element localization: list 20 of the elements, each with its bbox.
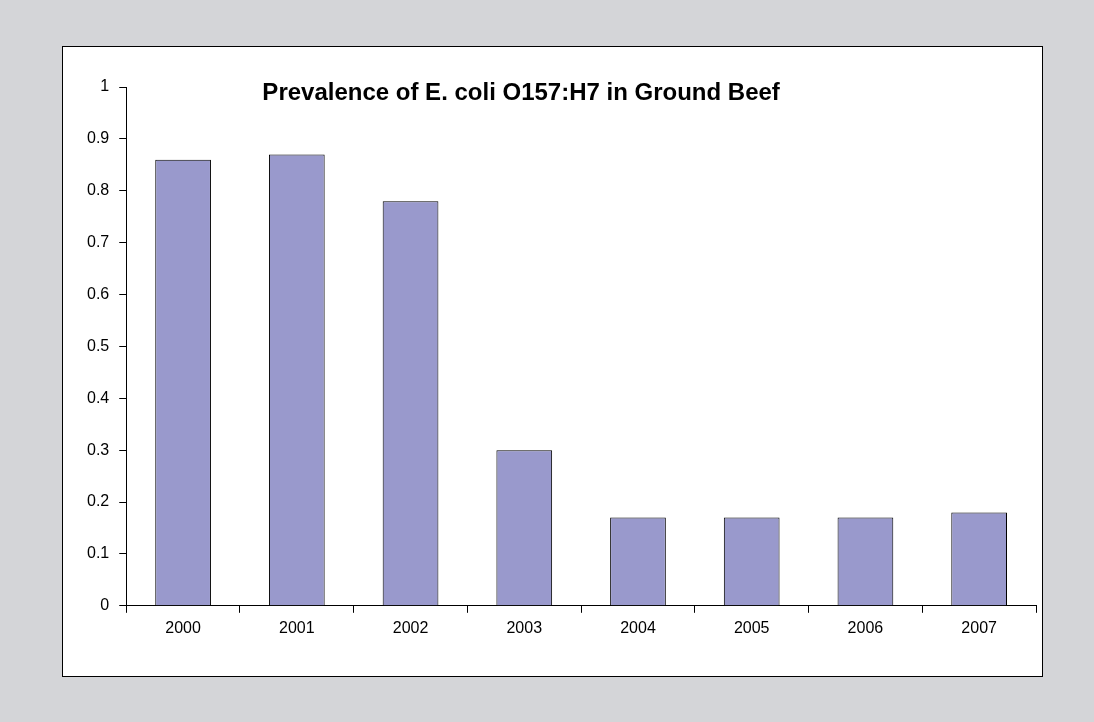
y-tick-label: 0.8 [86, 181, 110, 199]
x-tick-label: 2000 [165, 618, 201, 636]
x-tick-label: 2001 [279, 618, 315, 636]
y-tick-label: 0.1 [86, 544, 110, 562]
x-tick-label: 2002 [392, 618, 429, 636]
y-tick-label: 1 [100, 77, 110, 95]
x-tick-label: 2006 [847, 618, 884, 636]
y-tick-label: 0.7 [86, 233, 110, 251]
y-tick-label: 0.3 [86, 440, 110, 458]
y-tick-label: 0.9 [86, 129, 110, 147]
y-tick-label: 0.5 [86, 336, 110, 354]
x-tick-label: 2003 [506, 618, 543, 636]
y-tick-label: 0.4 [86, 388, 110, 406]
x-tick-label: 2005 [733, 618, 770, 636]
y-tick-label: 0.6 [86, 284, 110, 302]
x-tick-label: 2007 [961, 618, 998, 636]
chart-title: Prevalence of E. coli O157:H7 in Ground Beef [262, 77, 781, 105]
y-tick-label: 0 [100, 596, 110, 614]
x-tick-label: 2004 [620, 618, 656, 636]
y-tick-label: 0.2 [86, 492, 110, 510]
